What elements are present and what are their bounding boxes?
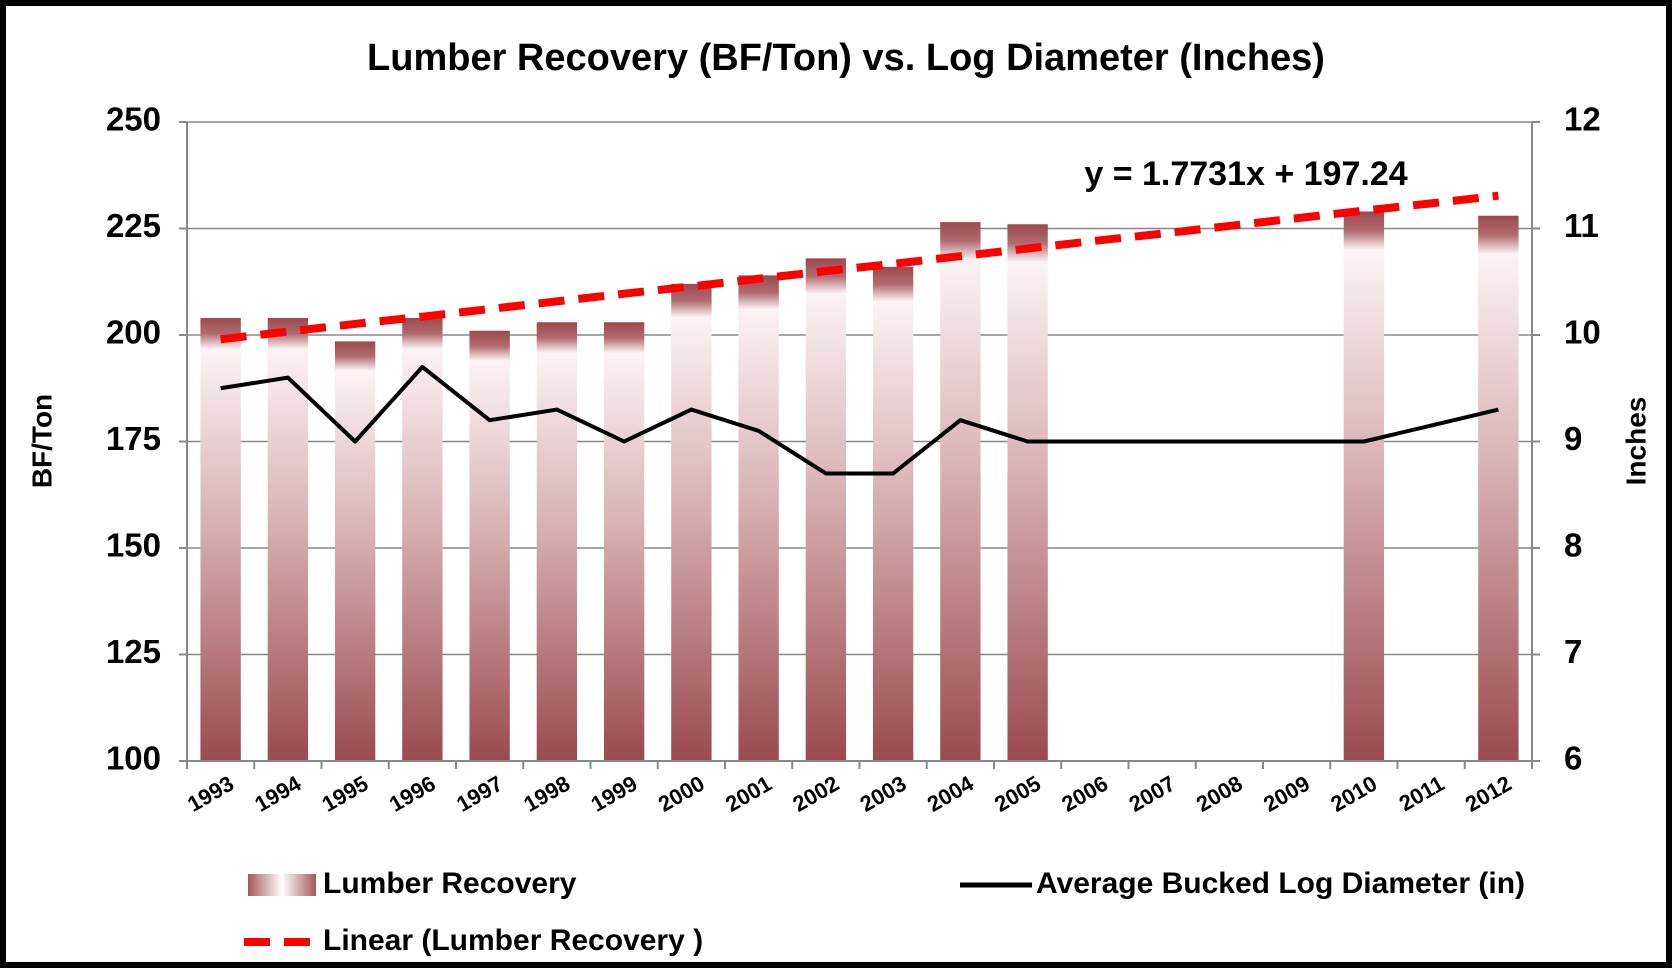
y-tick-label: 225 (106, 207, 161, 244)
bar (805, 258, 847, 761)
y2-tick-label: 11 (1564, 207, 1599, 244)
y-tick-label: 150 (106, 527, 161, 564)
y-axis-label: BF/Ton (26, 394, 57, 488)
y2-tick-label: 6 (1564, 740, 1582, 777)
y2-tick-label: 9 (1564, 420, 1582, 457)
bar (872, 266, 914, 761)
y2-tick-label: 7 (1564, 633, 1582, 670)
y-tick-label: 100 (106, 740, 161, 777)
bar (940, 222, 981, 762)
legend-label: Linear (Lumber Recovery ) (323, 924, 703, 957)
legend-label: Average Bucked Log Diameter (in) (1036, 867, 1525, 900)
y-tick-label: 125 (106, 633, 161, 670)
y2-tick-label: 8 (1564, 527, 1582, 564)
bar (267, 317, 309, 761)
bar (469, 330, 510, 761)
bar (200, 317, 241, 761)
trend-equation: y = 1.7731x + 197.24 (1084, 155, 1407, 193)
bar (1343, 211, 1385, 761)
y2-tick-label: 10 (1564, 314, 1601, 351)
chart-title: Lumber Recovery (BF/Ton) vs. Log Diamete… (367, 37, 1325, 79)
bar (671, 283, 712, 761)
bar (1478, 215, 1519, 762)
bar (334, 341, 376, 761)
bar (536, 322, 578, 761)
y-tick-label: 175 (106, 420, 161, 457)
bar (402, 317, 443, 761)
legend-swatch (248, 874, 316, 896)
bar (738, 275, 779, 761)
y-tick-label: 250 (106, 101, 161, 138)
legend-label: Lumber Recovery (323, 867, 577, 900)
trend-line (220, 191, 1499, 344)
bar (1007, 224, 1048, 762)
line (220, 364, 1499, 476)
y2-tick-label: 12 (1564, 101, 1601, 138)
y-tick-label: 200 (106, 314, 161, 351)
bar (603, 322, 645, 761)
y2-axis-label: Inches (1620, 397, 1651, 486)
